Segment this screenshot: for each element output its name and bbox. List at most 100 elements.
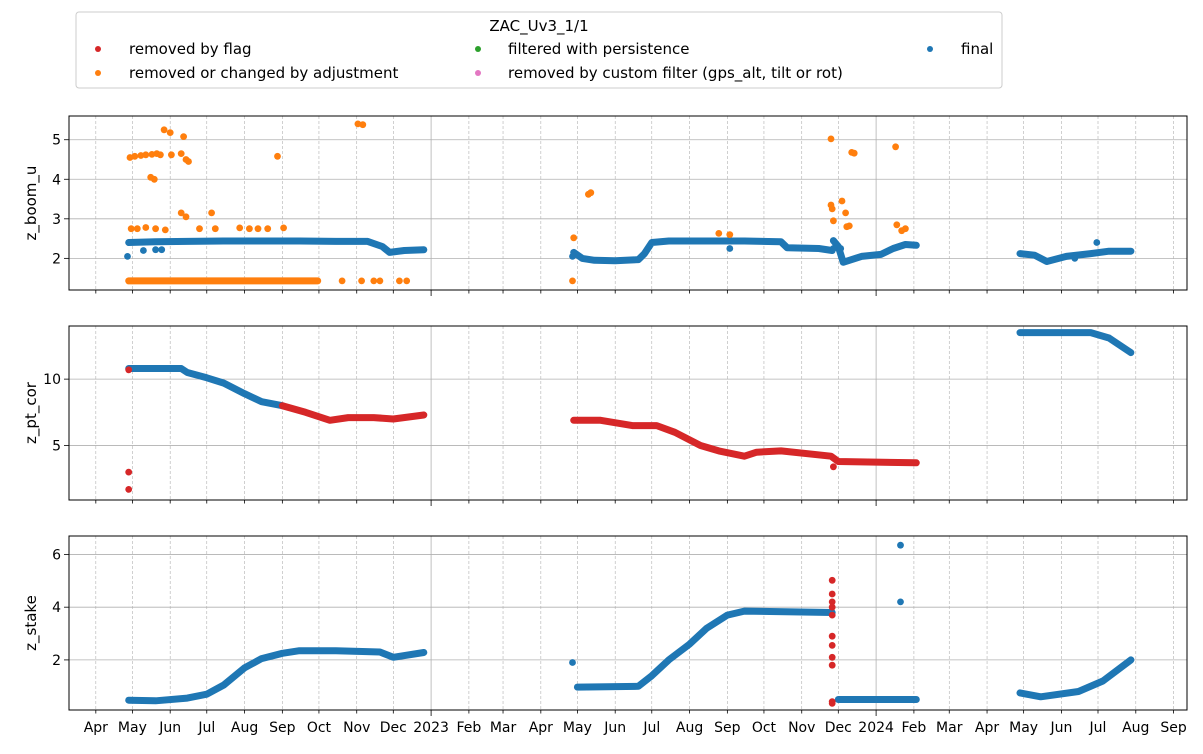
legend-marker-removed-by-custom-filter [475, 70, 481, 76]
series-removed-or-changed-by-adjustment-point [845, 222, 853, 230]
series-final-point [726, 245, 734, 252]
legend-marker-removed-by-flag [95, 46, 101, 52]
x-tick-label: Sep [269, 720, 296, 736]
x-tick-label: Dec [380, 720, 407, 736]
series-removed-or-changed-by-adjustment-point [142, 224, 150, 231]
y-axis-label: z_pt_cor [22, 381, 41, 444]
plot-area [124, 120, 1135, 285]
y-tick-label: 2 [52, 653, 61, 669]
x-tick-label: Apr [84, 720, 108, 736]
series-removed-by-flag-point [828, 661, 836, 669]
series-removed-or-changed-by-adjustment-point [726, 231, 734, 239]
series-final-point [1093, 239, 1101, 246]
series-removed-or-changed-by-adjustment-point [403, 277, 411, 285]
series-removed-or-changed-by-adjustment-point [838, 197, 846, 205]
series-final-point [897, 541, 904, 549]
x-tick-label: Jun [158, 720, 181, 736]
series-removed-or-changed-by-adjustment-point [211, 225, 219, 233]
series-removed-or-changed-by-adjustment-point [396, 277, 403, 285]
series-removed-or-changed-by-adjustment-point [570, 234, 578, 242]
y-tick-label: 4 [52, 600, 61, 616]
series-final-point [569, 253, 576, 260]
series-final-trace [573, 607, 836, 691]
series-removed-or-changed-by-adjustment-point [359, 121, 367, 129]
axes-frame [68, 325, 1188, 501]
x-tick-label: Aug [1122, 720, 1149, 736]
series-removed-by-flag-point [830, 463, 837, 471]
series-removed-or-changed-by-adjustment-point [254, 225, 262, 233]
series-removed-or-changed-by-adjustment-point [264, 225, 272, 233]
series-removed-or-changed-by-adjustment-point [893, 221, 901, 229]
series-removed-or-changed-by-adjustment-point [127, 225, 135, 233]
series-final-point [1071, 255, 1079, 262]
x-tick-label: 2024 [858, 720, 894, 736]
x-tick-label: Jul [1089, 720, 1107, 736]
series-removed-or-changed-by-adjustment-point [131, 152, 139, 160]
series-removed-by-flag-point [125, 468, 133, 476]
series-removed-or-changed-by-adjustment-point [180, 133, 188, 141]
series-removed-by-flag-point [828, 603, 836, 611]
series-removed-or-changed-by-adjustment-point [182, 213, 190, 221]
series-removed-or-changed-by-adjustment-point [142, 151, 150, 159]
y-tick-label: 6 [52, 547, 61, 563]
series-removed-or-changed-by-adjustment-point [157, 151, 164, 159]
series-removed-or-changed-by-adjustment-point [236, 224, 244, 232]
x-tick-label: Nov [788, 720, 815, 736]
series-final-point [897, 598, 904, 606]
series-removed-or-changed-by-adjustment-point [168, 151, 175, 159]
series-removed-by-flag-point [828, 598, 836, 606]
series-removed-or-changed-by-adjustment-point [376, 277, 384, 285]
series-removed-by-flag-trace [278, 402, 428, 424]
series-final-point [124, 253, 131, 260]
x-tick-label: Oct [307, 720, 332, 736]
x-tick-label: Feb [902, 720, 927, 736]
series-removed-or-changed-by-adjustment-point [133, 225, 141, 233]
x-tick-label: May [1009, 720, 1038, 736]
series-removed-or-changed-by-adjustment-point [196, 225, 203, 233]
series-removed-or-changed-by-adjustment-point [338, 277, 346, 285]
series-removed-by-flag-point [828, 611, 836, 619]
axes-frame [68, 115, 1188, 291]
y-tick-label: 3 [52, 212, 61, 228]
series-removed-or-changed-by-adjustment-point [160, 126, 168, 134]
series-removed-or-changed-by-adjustment-point [842, 209, 849, 217]
legend-label-removed-by-adjustment: removed or changed by adjustment [129, 64, 398, 82]
x-tick-label: Mar [936, 720, 963, 736]
series-final-point [152, 246, 160, 254]
series-final-trace [125, 237, 428, 256]
legend-frame [75, 11, 1003, 89]
series-final-trace [125, 647, 428, 705]
y-axis-label: z_stake [22, 595, 41, 651]
series-removed-or-changed-by-adjustment-point [892, 143, 899, 151]
series-removed-or-changed-by-adjustment-point [150, 175, 158, 183]
y-tick-label: 10 [43, 372, 61, 388]
x-tick-label: Jun [603, 720, 626, 736]
series-removed-or-changed-by-adjustment-point [246, 225, 253, 233]
series-removed-or-changed-by-adjustment-point [715, 230, 723, 237]
series-final-point [158, 246, 166, 254]
series-removed-by-flag-point [828, 700, 836, 707]
x-tick-label: Jul [197, 720, 215, 736]
plot-area [125, 541, 1135, 707]
x-tick-label: Jun [1049, 720, 1072, 736]
legend-label-removed-by-flag: removed by flag [129, 40, 252, 58]
series-removed-by-flag-point [828, 632, 836, 640]
x-tick-label: 2023 [413, 720, 449, 736]
panel-z-stake: 2 4 6 z_stake Apr May Jun Jul Aug Sep Oct Nov Dec 202… [22, 535, 1188, 736]
legend-marker-final [927, 46, 933, 52]
series-removed-or-changed-by-adjustment-point [161, 226, 169, 234]
legend-label-final: final [961, 40, 993, 58]
series-final-point [140, 247, 147, 254]
series-final-trace [1016, 329, 1135, 357]
x-tick-label: Mar [490, 720, 517, 736]
series-removed-or-changed-by-adjustment-point [587, 189, 595, 197]
legend-label-removed-by-custom-filter: removed by custom filter (gps_alt, tilt … [508, 64, 843, 83]
series-removed-or-changed-by-adjustment-point [185, 158, 192, 165]
legend-marker-filtered-with-persistence [475, 46, 481, 52]
series-final-trace [125, 365, 286, 410]
x-tick-label: Apr [975, 720, 999, 736]
series-removed-or-changed-by-adjustment-point [850, 149, 858, 157]
series-removed-or-changed-by-adjustment-point [827, 135, 835, 143]
series-removed-or-changed-by-adjustment-point [280, 224, 287, 232]
